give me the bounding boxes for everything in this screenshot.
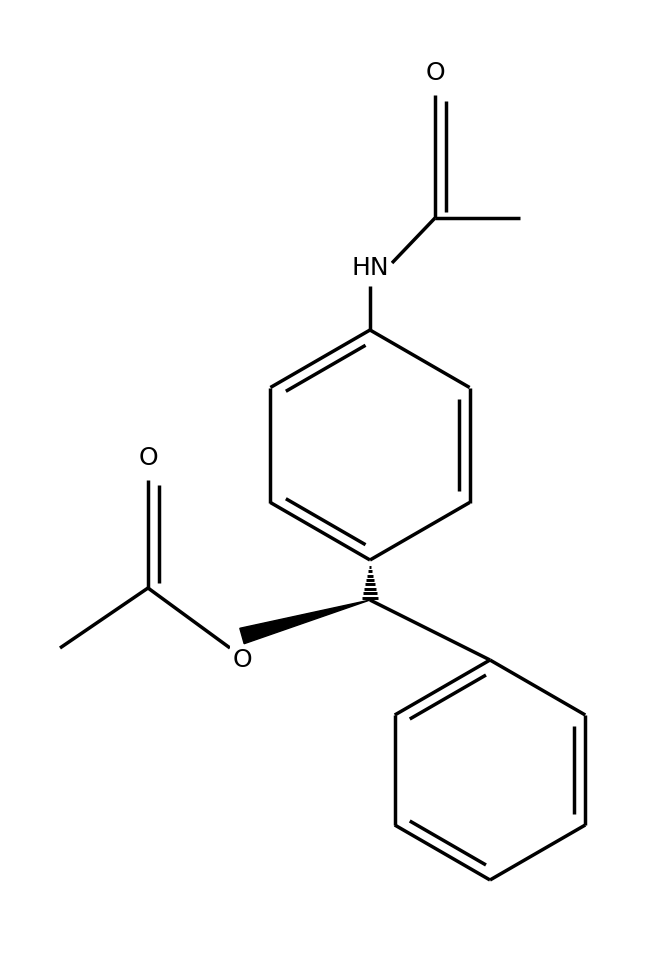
Polygon shape	[240, 600, 370, 644]
Text: O: O	[232, 648, 252, 672]
Text: O: O	[425, 61, 445, 85]
Text: HN: HN	[351, 256, 389, 280]
Text: O: O	[138, 446, 158, 470]
